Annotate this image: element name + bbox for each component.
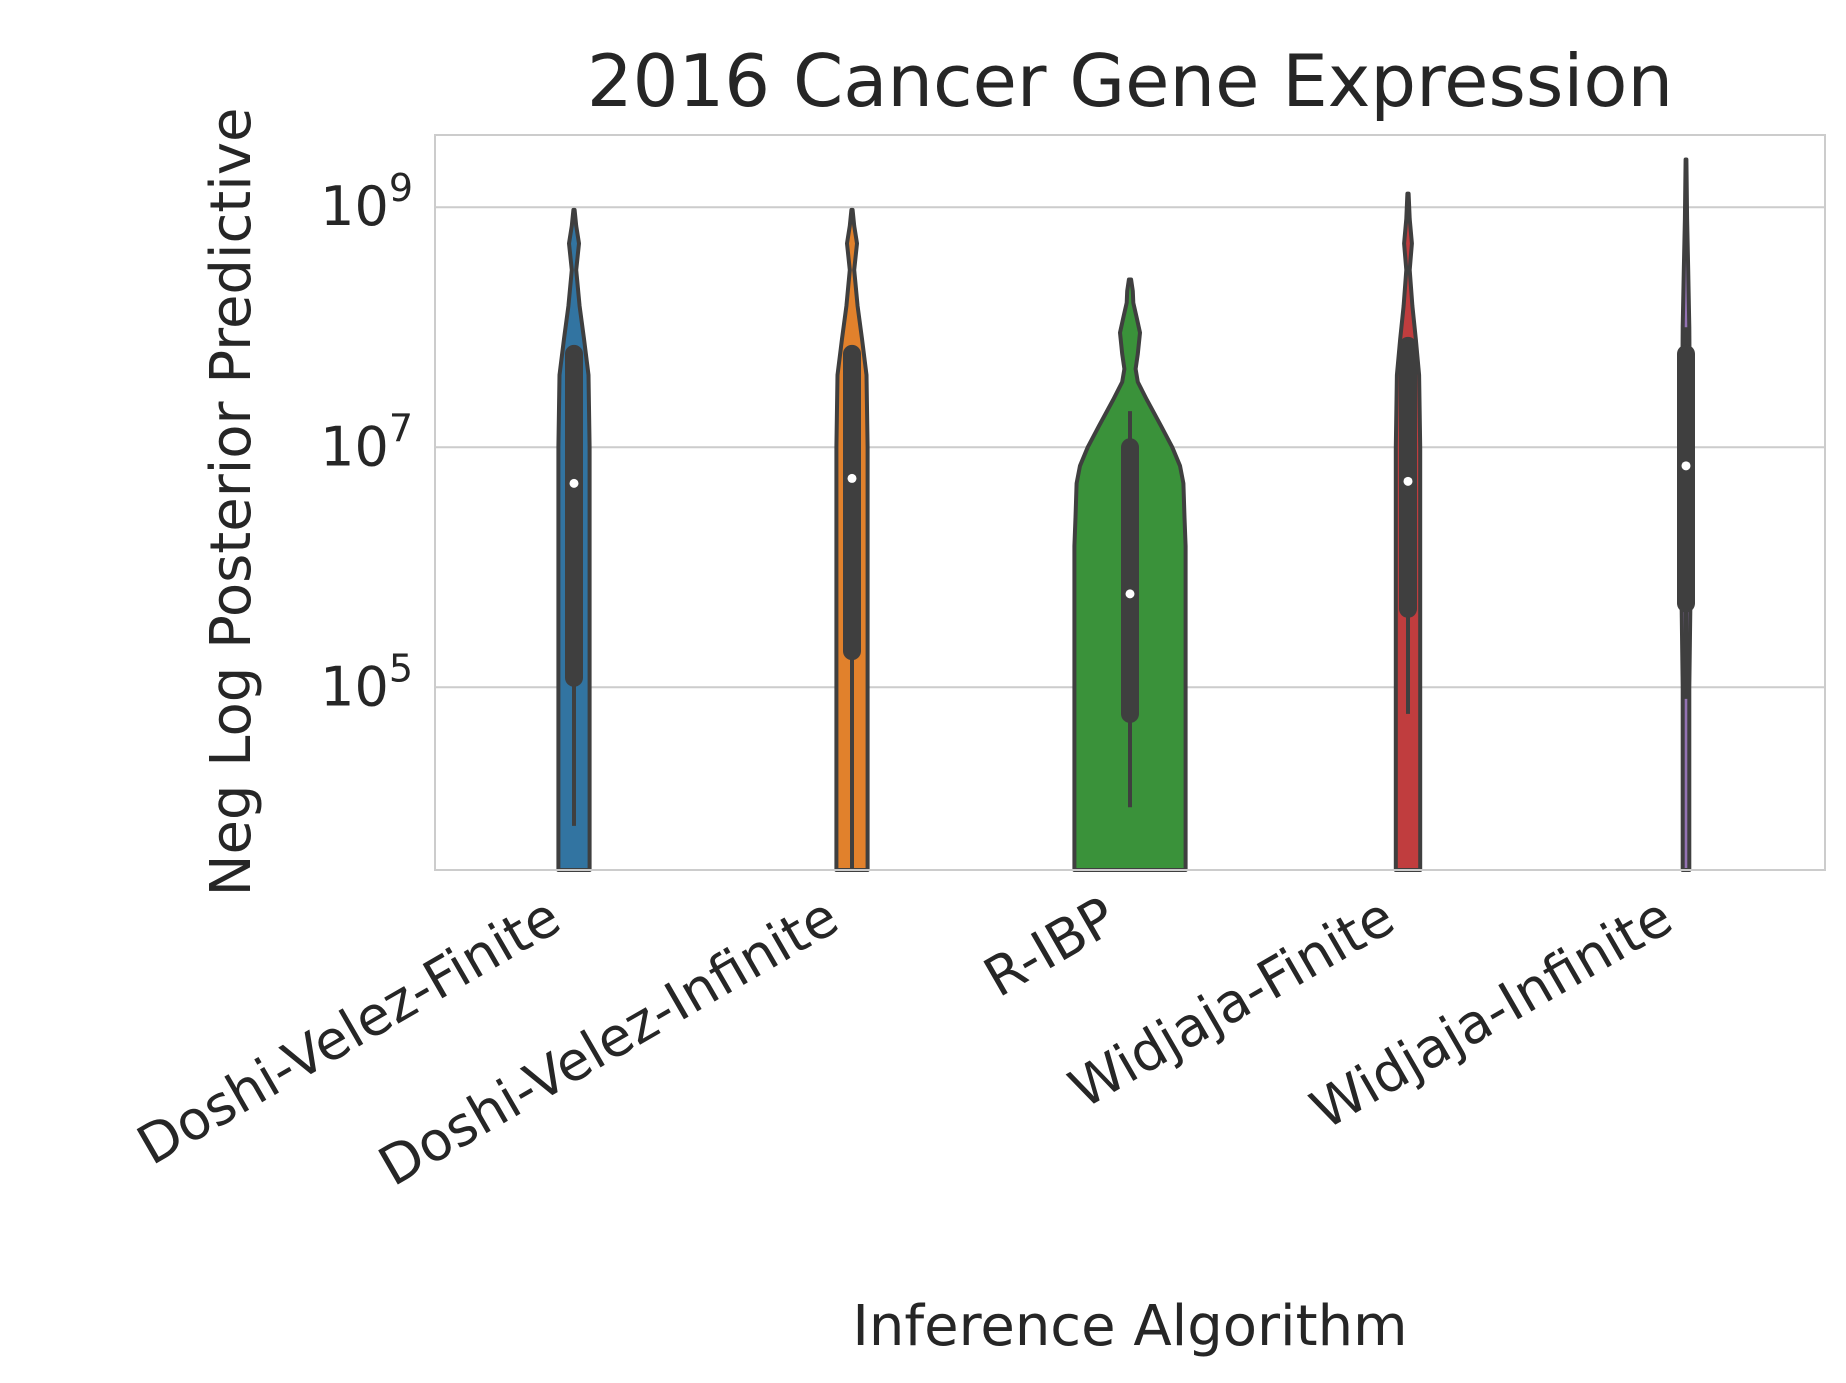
y-tick-label: 109 [320,166,413,238]
violin-median-point [1681,461,1691,471]
plot-frame [434,134,1826,871]
violin-widjaja-infinite [1677,157,1695,872]
y-tick-label: 107 [320,406,413,478]
violin-median-point [569,478,579,488]
violin-median-point [1403,476,1413,486]
y-axis-label: Neg Log Posterior Predictive [199,108,264,897]
violin-r-ibp [1072,277,1188,872]
y-tick-label: 105 [320,646,413,718]
violin-widjaja-finite [1393,191,1423,872]
violin-median-point [1125,589,1135,599]
chart-title: 2016 Cancer Gene Expression [587,39,1673,123]
violin-doshi-velez-finite [556,207,592,872]
violin-doshi-velez-infinite [834,207,870,872]
x-axis-label: Inference Algorithm [852,1294,1407,1359]
violins [556,157,1695,872]
violin-median-point [847,473,857,483]
y-tick-labels: 105 107 109 [320,166,413,718]
